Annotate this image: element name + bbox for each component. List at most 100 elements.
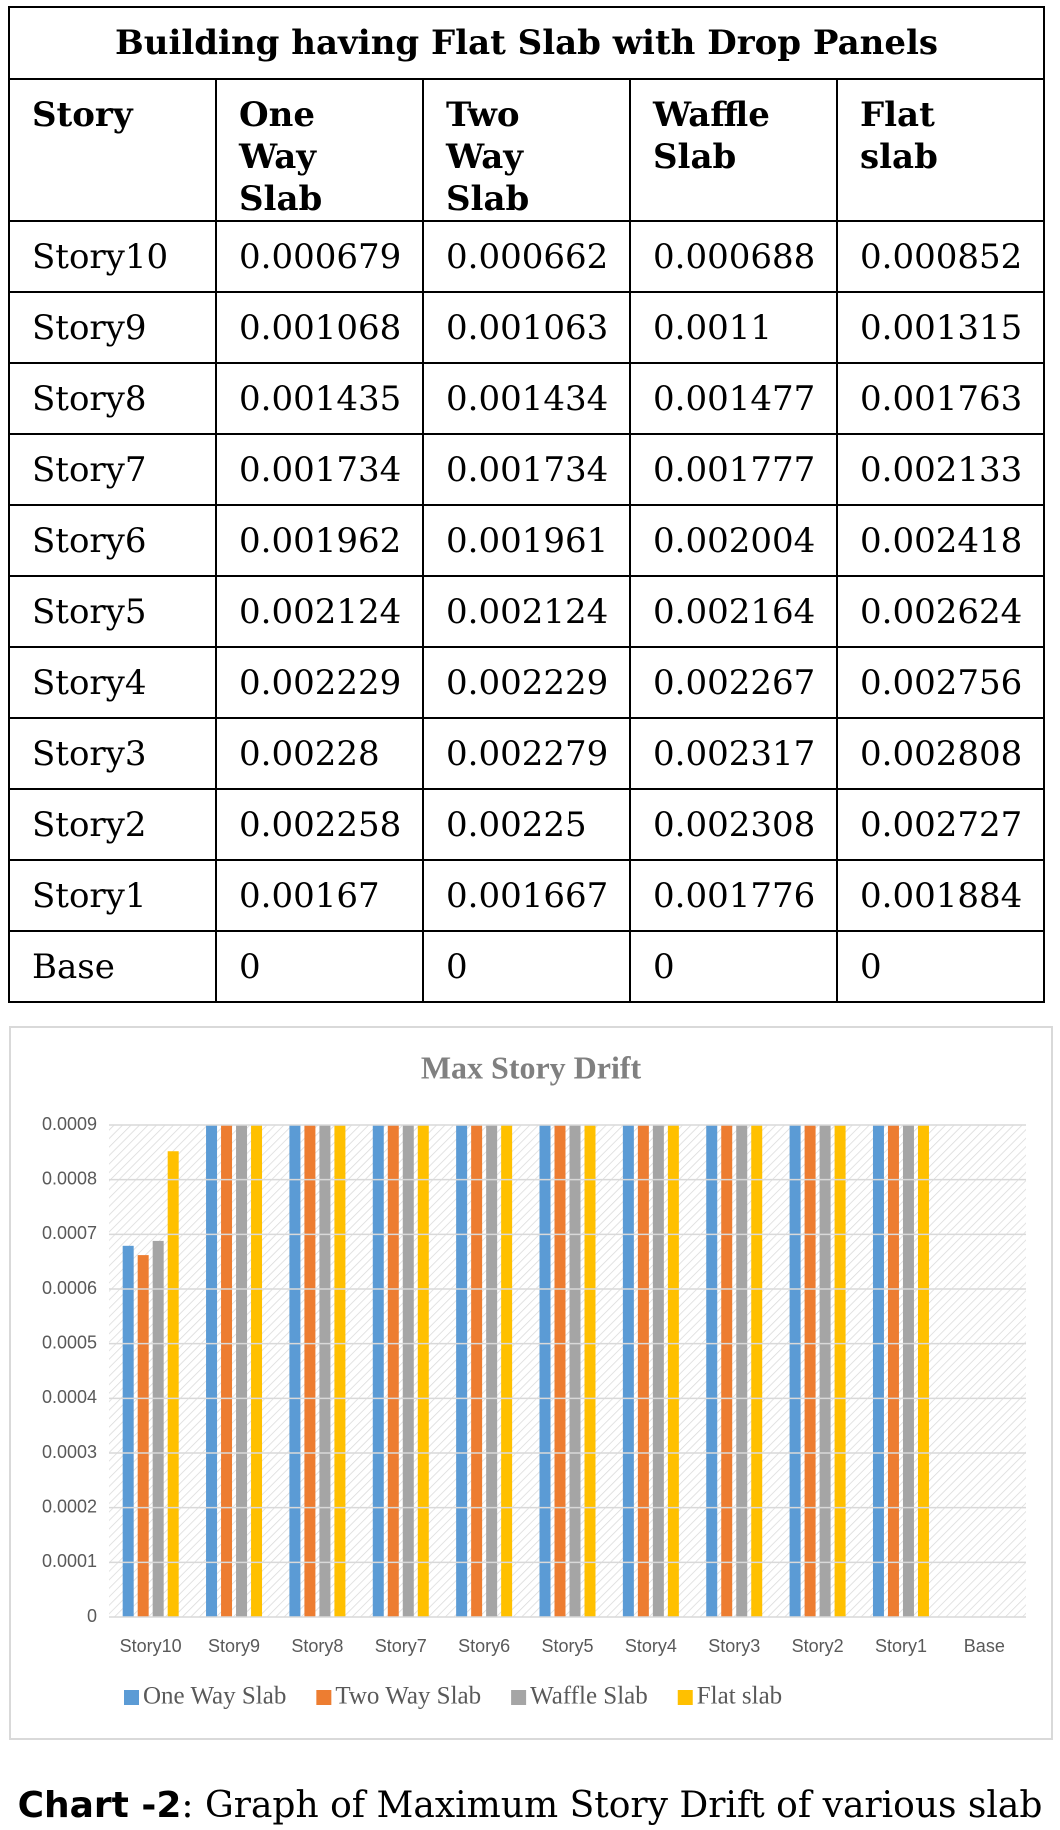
y-tick-label: 0.0009 [42, 1114, 97, 1134]
table-row: Story8 0.001435 0.001434 0.001477 0.001763 [8, 362, 1045, 435]
y-tick-label: 0 [87, 1606, 97, 1626]
table-cell: 0.001777 [629, 433, 838, 506]
bar [539, 1125, 551, 1617]
table-cell: 0.001477 [629, 362, 838, 435]
bar [456, 1125, 468, 1617]
table-body: Story10 0.000679 0.000662 0.000688 0.000852 S… [8, 220, 1045, 1003]
x-tick-label: Story3 [708, 1636, 760, 1656]
table-cell: Story4 [8, 646, 217, 719]
bar [622, 1125, 634, 1617]
table-cell: 0.001763 [836, 362, 1045, 435]
x-tick-label: Story9 [208, 1636, 260, 1656]
legend-swatch [124, 1690, 139, 1705]
table-cell: Story1 [8, 859, 217, 932]
table-cell: 0.00225 [422, 788, 631, 861]
caption-text: : Graph of Maximum Story Drift of variou… [181, 1785, 1043, 1826]
table-cell: 0.002004 [629, 504, 838, 577]
y-tick-label: 0.0005 [42, 1332, 97, 1352]
legend-swatch [316, 1690, 332, 1705]
bar [486, 1125, 498, 1617]
header-cell: Story [8, 78, 217, 222]
table-cell: 0.001667 [422, 859, 631, 932]
table-row: Story10 0.000679 0.000662 0.000688 0.000852 [8, 220, 1045, 293]
legend-label: Flat slab [697, 1683, 782, 1710]
table-cell: Story10 [8, 220, 217, 293]
table-row: Story1 0.00167 0.001667 0.001776 0.001884 [8, 859, 1045, 932]
x-tick-label: Story7 [375, 1636, 427, 1656]
table-cell: 0.002317 [629, 717, 838, 790]
table-cell: 0.002418 [836, 504, 1045, 577]
header-cell: Two Way Slab [422, 78, 631, 222]
table-cell: 0.002164 [629, 575, 838, 648]
table-row: Story6 0.001962 0.001961 0.002004 0.002418 [8, 504, 1045, 577]
table-cell: Story7 [8, 433, 217, 506]
table-cell: 0.000852 [836, 220, 1045, 293]
table-cell: 0.00228 [215, 717, 424, 790]
bar [417, 1125, 429, 1617]
table-cell: 0.002124 [422, 575, 631, 648]
table-row: Story3 0.00228 0.002279 0.002317 0.002808 [8, 717, 1045, 790]
legend-label: Two Way Slab [335, 1683, 481, 1710]
table-cell: 0 [422, 930, 631, 1003]
table-cell: 0.002808 [836, 717, 1045, 790]
table-cell: 0.001734 [215, 433, 424, 506]
caption: Chart -2: Graph of Maximum Story Drift o… [0, 1785, 1060, 1826]
table-cell: Story8 [8, 362, 217, 435]
table-cell: 0.00167 [215, 859, 424, 932]
bar [304, 1125, 316, 1617]
table-row: Story4 0.002229 0.002229 0.002267 0.002756 [8, 646, 1045, 719]
table-cell: 0.002267 [629, 646, 838, 719]
table-cell: 0.001068 [215, 291, 424, 364]
table-cell: 0.002229 [215, 646, 424, 719]
table-cell: 0.002258 [215, 788, 424, 861]
header-cell: Flat slab [836, 78, 1045, 222]
y-tick-label: 0.0001 [42, 1551, 97, 1571]
bar [819, 1125, 831, 1617]
bar [289, 1125, 301, 1617]
x-tick-label: Base [964, 1636, 1005, 1656]
bar [251, 1125, 263, 1617]
x-tick-label: Story1 [875, 1636, 927, 1656]
table-cell: Story6 [8, 504, 217, 577]
y-tick-label: 0.0007 [42, 1223, 97, 1243]
bar [652, 1125, 664, 1617]
bar [501, 1125, 513, 1617]
bar [471, 1125, 483, 1617]
bar [402, 1125, 414, 1617]
bar [637, 1125, 649, 1617]
bar [584, 1125, 596, 1617]
bar [667, 1125, 679, 1617]
x-tick-label: Story2 [792, 1636, 844, 1656]
chart: Max Story Drift 0 0.0001 0.0002 0.0003 0.000… [9, 1026, 1053, 1740]
bar [334, 1125, 346, 1617]
bar [387, 1125, 399, 1617]
table-cell: 0 [836, 930, 1045, 1003]
header-row: Story One Way Slab Two Way Slab Waffle Slab… [8, 78, 1045, 222]
y-tick-label: 0.0004 [42, 1387, 97, 1407]
table-cell: Story2 [8, 788, 217, 861]
table-row: Story2 0.002258 0.00225 0.002308 0.002727 [8, 788, 1045, 861]
table-cell: 0.002308 [629, 788, 838, 861]
bar [887, 1125, 899, 1617]
table-cell: 0.002756 [836, 646, 1045, 719]
table-cell: 0.002624 [836, 575, 1045, 648]
table-cell: 0.001776 [629, 859, 838, 932]
table-cell: 0.002279 [422, 717, 631, 790]
legend-swatch [677, 1690, 693, 1705]
table-cell: 0.001962 [215, 504, 424, 577]
bar [902, 1125, 914, 1617]
bar [319, 1125, 331, 1617]
bar [122, 1245, 134, 1617]
table-cell: 0.0011 [629, 291, 838, 364]
bar [554, 1125, 566, 1617]
table-row: Base 0 0 0 0 [8, 930, 1045, 1003]
bar [137, 1255, 149, 1617]
table-cell: 0 [629, 930, 838, 1003]
header-cell: Waffle Slab [629, 78, 838, 222]
table-cell: 0.001435 [215, 362, 424, 435]
bar [206, 1125, 218, 1617]
table-cell: 0.002727 [836, 788, 1045, 861]
table-cell: 0.002124 [215, 575, 424, 648]
y-tick-label: 0.0006 [42, 1278, 97, 1298]
